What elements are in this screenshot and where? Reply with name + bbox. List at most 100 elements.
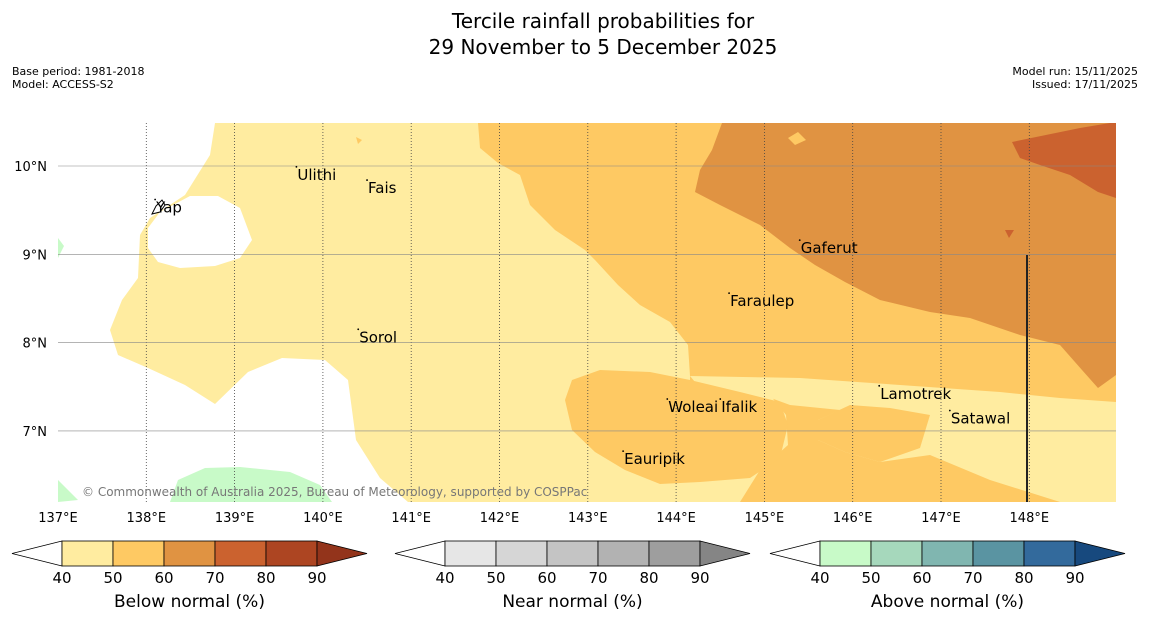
issued-date: Issued: 17/11/2025	[1031, 78, 1138, 91]
place-markers: Yap Ulithi Fais Sorol Gaferut Faraulep Woleai I…	[154, 166, 1010, 468]
field-below-lamotrek-patch	[818, 405, 930, 462]
colorbar-tick: 70	[588, 569, 607, 587]
colorbar-tick: 90	[307, 569, 326, 587]
colorbar-tick: 50	[486, 569, 505, 587]
model-name: Model: ACCESS-S2	[12, 78, 114, 91]
colorbar-segment	[495, 540, 548, 567]
place-label: Ulithi	[297, 166, 336, 184]
colorbar-tick: 80	[1014, 569, 1033, 587]
field-below-60-70	[695, 123, 1116, 388]
colorbar-title: Near normal (%)	[502, 592, 643, 612]
lon-tick-label: 145°E	[745, 511, 785, 526]
colorbar-segment	[819, 540, 872, 567]
lon-tick-label: 141°E	[391, 511, 431, 526]
colorbar-segment	[648, 540, 701, 567]
place-label: Sorol	[359, 328, 397, 346]
colorbar-low-extend	[394, 540, 446, 567]
colorbar-segment	[921, 540, 974, 567]
axis-labels: 137°E 138°E 139°E 140°E 141°E 142°E 143°E 144°E…	[14, 160, 1049, 526]
place-dot	[719, 398, 722, 400]
place-label: Faraulep	[730, 292, 794, 310]
colorbar-segment	[444, 540, 497, 567]
lat-tick-label: 7°N	[23, 425, 48, 440]
place-label: Yap	[155, 199, 182, 217]
place-dot	[878, 384, 881, 387]
place-dot	[357, 328, 360, 331]
colorbar-title: Below normal (%)	[114, 592, 265, 612]
place-dot	[798, 239, 801, 242]
colorbar-segment	[214, 540, 267, 567]
yap-island-outline	[151, 199, 166, 215]
colorbar-low-extend	[11, 540, 63, 567]
colorbar: 40 50 60 70 80 90	[394, 540, 751, 587]
colorbar-segment	[112, 540, 165, 567]
place-dot	[366, 179, 368, 181]
field-below-70-80	[1012, 123, 1116, 198]
colorbar-tick: 50	[861, 569, 880, 587]
place-label: Woleai	[668, 398, 718, 416]
colorbar-tick: 60	[154, 569, 173, 587]
probability-fields	[58, 123, 1116, 502]
lon-tick-label: 138°E	[127, 511, 167, 526]
lat-tick-label: 10°N	[14, 160, 47, 175]
place-label: Fais	[368, 179, 397, 197]
colorbar-segment	[972, 540, 1025, 567]
lat-tick-label: 9°N	[23, 248, 48, 263]
place-label: Eauripik	[624, 450, 685, 468]
field-below-fais-speck	[356, 137, 362, 144]
colorbar-tick: 40	[810, 569, 829, 587]
colorbar-tick: 80	[639, 569, 658, 587]
place-label: Satawal	[951, 410, 1010, 428]
field-above-40-50-bottom	[170, 467, 332, 502]
place-label: Gaferut	[801, 239, 858, 257]
field-above-40-50-left	[58, 480, 78, 502]
lon-tick-label: 137°E	[38, 511, 78, 526]
colorbar: 40 50 60 70 80 90	[769, 540, 1126, 587]
field-above-40-50-edge	[58, 238, 64, 258]
colorbar-segment	[546, 540, 599, 567]
lon-tick-label: 140°E	[303, 511, 343, 526]
place-label: Lamotrek	[880, 385, 951, 403]
colorbar-segment	[870, 540, 923, 567]
lon-tick-label: 144°E	[656, 511, 696, 526]
lon-tick-label: 139°E	[215, 511, 255, 526]
copyright-notice: © Commonwealth of Australia 2025, Bureau…	[82, 485, 587, 499]
colorbar-segment	[265, 540, 318, 567]
model-run: Model run: 15/11/2025	[1012, 65, 1138, 78]
colorbar-segment	[61, 540, 114, 567]
lon-tick-label: 146°E	[833, 511, 873, 526]
map-title: Tercile rainfall probabilities for 29 No…	[0, 8, 1150, 60]
place-label: Ifalik	[721, 398, 757, 416]
field-below-70-80-speck	[1005, 230, 1014, 238]
colorbar-tick: 90	[1065, 569, 1084, 587]
colorbar-tick: 80	[256, 569, 275, 587]
lon-tick-label: 143°E	[568, 511, 608, 526]
base-period: Base period: 1981-2018	[12, 65, 145, 78]
place-dot	[295, 165, 298, 168]
title-line-1: Tercile rainfall probabilities for	[451, 9, 755, 33]
colorbar-tick: 40	[435, 569, 454, 587]
lat-tick-label: 8°N	[23, 337, 48, 352]
colorbar-high-extend	[316, 540, 368, 567]
colorbar-segment	[597, 540, 650, 567]
place-dot	[728, 292, 730, 294]
colorbar-tick: 70	[963, 569, 982, 587]
colorbars: 40 50 60 70 80 90 40 50 60 70 80 90 40 50 60 70 80 90	[11, 540, 1126, 587]
lon-tick-label: 142°E	[480, 511, 520, 526]
colorbar-tick: 70	[205, 569, 224, 587]
colorbar-tick: 60	[912, 569, 931, 587]
colorbar-high-extend	[1074, 540, 1126, 567]
meta-right: Model run: 15/11/2025 Issued: 17/11/2025	[1012, 65, 1138, 91]
lon-tick-label: 147°E	[921, 511, 961, 526]
colorbar-segment	[163, 540, 216, 567]
colorbar: 40 50 60 70 80 90	[11, 540, 368, 587]
colorbar-high-extend	[699, 540, 751, 567]
place-dot	[622, 450, 625, 453]
colorbar-low-extend	[769, 540, 821, 567]
colorbar-segment	[1023, 540, 1076, 567]
field-below-woleai-patch	[565, 370, 788, 484]
colorbar-tick: 50	[103, 569, 122, 587]
colorbar-tick: 60	[537, 569, 556, 587]
place-dot	[948, 409, 951, 412]
colorbar-tick: 90	[690, 569, 709, 587]
